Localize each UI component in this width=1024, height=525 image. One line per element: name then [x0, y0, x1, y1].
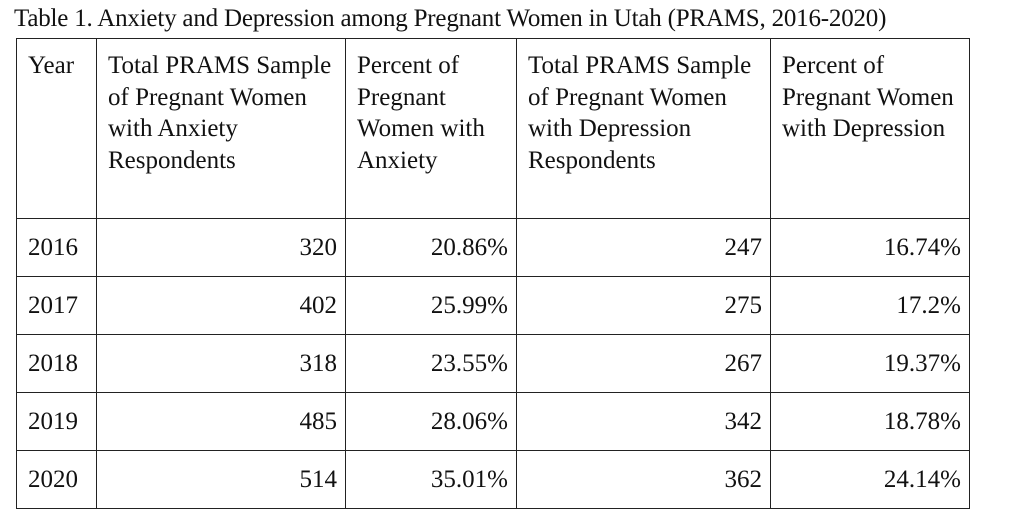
- cell-depression-percent: 17.2%: [770, 276, 970, 335]
- cell-year: 2020: [16, 450, 97, 509]
- cell-year: 2018: [16, 334, 97, 393]
- cell-anxiety-sample: 485: [96, 392, 346, 451]
- cell-year: 2017: [16, 276, 97, 335]
- cell-depression-percent: 24.14%: [770, 450, 970, 509]
- cell-anxiety-percent: 23.55%: [345, 334, 517, 393]
- header-anxiety-sample: Total PRAMS Sample of Pregnant Women wit…: [96, 38, 346, 219]
- cell-year: 2016: [16, 218, 97, 277]
- table-row: 2020 514 35.01% 362 24.14%: [16, 450, 970, 509]
- cell-anxiety-percent: 35.01%: [345, 450, 517, 509]
- cell-anxiety-sample: 318: [96, 334, 346, 393]
- table-caption: Table 1. Anxiety and Depression among Pr…: [14, 5, 887, 32]
- cell-depression-sample: 342: [516, 392, 771, 451]
- cell-anxiety-sample: 402: [96, 276, 346, 335]
- cell-depression-percent: 19.37%: [770, 334, 970, 393]
- header-depression-percent: Percent of Pregnant Women with Depressio…: [770, 38, 970, 219]
- cell-year: 2019: [16, 392, 97, 451]
- table-header-row: Year Total PRAMS Sample of Pregnant Wome…: [16, 38, 970, 219]
- header-depression-sample: Total PRAMS Sample of Pregnant Women wit…: [516, 38, 771, 219]
- cell-anxiety-percent: 28.06%: [345, 392, 517, 451]
- cell-anxiety-sample: 514: [96, 450, 346, 509]
- cell-depression-sample: 247: [516, 218, 771, 277]
- cell-anxiety-percent: 25.99%: [345, 276, 517, 335]
- cell-depression-sample: 275: [516, 276, 771, 335]
- table-row: 2018 318 23.55% 267 19.37%: [16, 334, 970, 393]
- data-table: Year Total PRAMS Sample of Pregnant Wome…: [16, 38, 970, 509]
- cell-depression-sample: 362: [516, 450, 771, 509]
- table-row: 2017 402 25.99% 275 17.2%: [16, 276, 970, 335]
- cell-anxiety-percent: 20.86%: [345, 218, 517, 277]
- table-row: 2016 320 20.86% 247 16.74%: [16, 218, 970, 277]
- header-year: Year: [16, 38, 97, 219]
- cell-depression-percent: 16.74%: [770, 218, 970, 277]
- table-row: 2019 485 28.06% 342 18.78%: [16, 392, 970, 451]
- cell-anxiety-sample: 320: [96, 218, 346, 277]
- cell-depression-sample: 267: [516, 334, 771, 393]
- cell-depression-percent: 18.78%: [770, 392, 970, 451]
- header-anxiety-percent: Percent of Pregnant Women with Anxiety: [345, 38, 517, 219]
